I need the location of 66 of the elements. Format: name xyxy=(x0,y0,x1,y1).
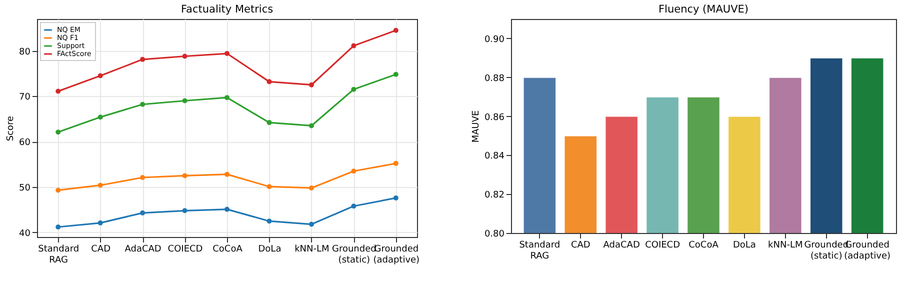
x-tick-label: COIECD xyxy=(645,240,680,250)
y-tick-label: 60 xyxy=(19,138,31,148)
point xyxy=(393,195,398,200)
point xyxy=(56,224,61,230)
point xyxy=(266,120,272,126)
y-tick-label: 80 xyxy=(19,47,31,58)
point xyxy=(182,54,188,59)
point xyxy=(308,123,314,128)
y-tick-label: 0.90 xyxy=(484,34,505,45)
point xyxy=(308,185,314,190)
y-tick-label: 0.80 xyxy=(484,230,505,240)
point xyxy=(56,188,61,193)
point xyxy=(393,160,398,166)
x-tick-label: kNN-LM xyxy=(294,244,330,254)
x-tick-label: kNN-LM xyxy=(768,240,803,250)
point xyxy=(182,208,188,214)
x-tick-label: COIECD xyxy=(168,244,203,254)
y-tick-label: 40 xyxy=(19,228,31,239)
point xyxy=(266,218,272,224)
point xyxy=(56,130,61,135)
point xyxy=(266,79,272,84)
point xyxy=(98,73,103,78)
point xyxy=(98,114,103,120)
point xyxy=(140,210,146,216)
y-tick-label: 0.84 xyxy=(484,152,505,162)
y-tick-label: 50 xyxy=(19,184,31,194)
point xyxy=(224,51,230,56)
x-tick-label: CAD xyxy=(570,240,590,250)
x-tick-label: DoLa xyxy=(732,240,756,250)
point xyxy=(140,175,146,180)
point xyxy=(393,72,398,77)
y-tick-label: 0.82 xyxy=(484,190,504,201)
point xyxy=(224,172,230,177)
point xyxy=(98,182,103,188)
point xyxy=(224,95,230,100)
point xyxy=(56,88,61,94)
point xyxy=(308,82,314,88)
x-tick-label: CoCoA xyxy=(212,244,244,254)
x-tick-label: Standard RAG xyxy=(519,240,560,262)
x-tick-label: CoCoA xyxy=(688,240,720,250)
point xyxy=(351,204,356,209)
point xyxy=(351,43,356,48)
y-axis-title: MAUVE xyxy=(471,110,482,143)
x-tick-label: CAD xyxy=(91,244,111,254)
point xyxy=(224,206,230,212)
point xyxy=(351,86,356,92)
x-tick-label: Standard RAG xyxy=(38,244,80,266)
y-tick-label: 0.88 xyxy=(484,74,505,84)
x-tick-label: DoLa xyxy=(258,244,282,254)
point xyxy=(98,220,103,226)
point xyxy=(182,98,188,104)
y-axis-title: Score xyxy=(6,115,16,142)
point xyxy=(266,184,272,190)
y-tick-label: 70 xyxy=(19,92,31,103)
chart-title: Fluency (MAUVE) xyxy=(658,4,748,16)
y-tick-label: 0.86 xyxy=(484,112,505,123)
x-tick-label: AdaCAD xyxy=(124,244,162,254)
x-tick-label: AdaCAD xyxy=(603,240,640,250)
point xyxy=(140,56,146,62)
point xyxy=(351,168,356,174)
point xyxy=(393,28,398,33)
point xyxy=(182,173,188,178)
chart-title: Factuality Metrics xyxy=(180,4,274,16)
point xyxy=(308,222,314,227)
point xyxy=(140,102,146,107)
x-tick-label: Grounded (adaptive) xyxy=(373,244,420,266)
